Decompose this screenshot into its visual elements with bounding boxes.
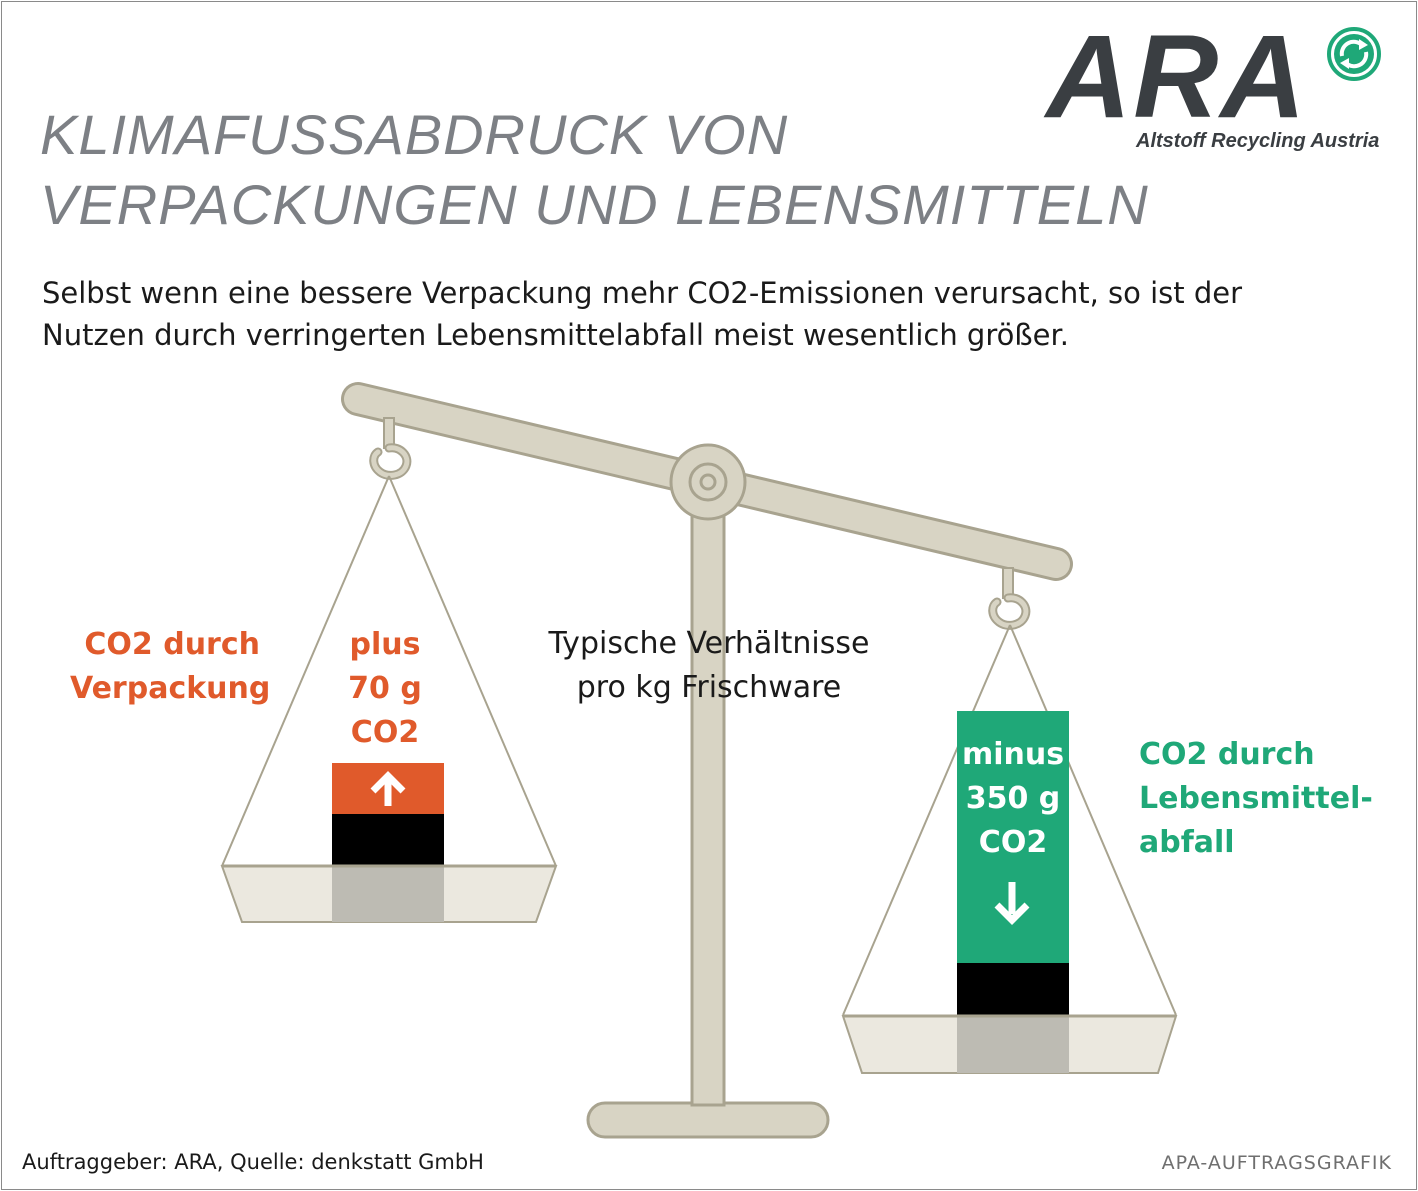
right-pan-label-line-2: Lebensmittel- [1139, 781, 1373, 816]
scale-column [690, 498, 726, 1107]
subtitle: Selbst wenn eine bessere Verpackung mehr… [42, 272, 1242, 356]
center-label-line-1: Typische Verhältnisse [548, 626, 870, 661]
ara-logo-wordmark: ARA [1046, 11, 1308, 143]
left-string-left [221, 475, 390, 867]
arrow-up-icon [370, 771, 406, 806]
center-label-line-2: pro kg Frischware [576, 670, 842, 705]
scale-base [586, 1101, 830, 1139]
left-pan-value-line-2: 70 g [348, 671, 422, 706]
ara-logo-tagline: Altstoff Recycling Austria [1136, 130, 1380, 152]
credit-note: APA-AUFTRAGSGRAFIK [1161, 1152, 1392, 1174]
right-base-bar [957, 963, 1069, 1016]
left-pan-label-line-2: Verpackung [70, 671, 271, 706]
title-line-1: KLIMAFUSSABDRUCK VON [40, 103, 789, 166]
title-line-2: VERPACKUNGEN UND LEBENSMITTELN [40, 173, 1149, 236]
left-pan [220, 864, 558, 923]
left-pan-label: CO2 durch Verpackung [70, 623, 271, 711]
subtitle-line-1: Selbst wenn eine bessere Verpackung mehr… [42, 276, 1243, 310]
right-pan-value-line-2: 350 g [965, 781, 1061, 816]
recycling-arrows-icon [1327, 27, 1381, 81]
subtitle-line-2: Nutzen durch verringerten Lebensmittelab… [42, 318, 1069, 352]
right-string-left [842, 624, 1011, 1016]
right-pan-value-line-3: CO2 [978, 825, 1048, 860]
left-base-bar [332, 814, 444, 868]
right-string-right [1009, 624, 1177, 1016]
arrow-down-icon [994, 882, 1030, 925]
right-pan-value: minus 350 g CO2 [957, 733, 1069, 865]
right-pan-label: CO2 durch Lebensmittel- abfall [1139, 733, 1373, 865]
right-hook [988, 567, 1031, 630]
center-label: Typische Verhältnisse pro kg Frischware [530, 622, 888, 710]
left-string-right [388, 475, 557, 867]
right-pan-label-line-3: abfall [1139, 825, 1235, 860]
scale-pivot [669, 443, 747, 521]
right-pan-label-line-1: CO2 durch [1139, 737, 1315, 772]
right-pan [841, 1014, 1178, 1074]
right-pan-value-line-1: minus [961, 737, 1065, 772]
left-pan-value-line-3: CO2 [350, 715, 420, 750]
source-note: Auftraggeber: ARA, Quelle: denkstatt Gmb… [22, 1150, 484, 1174]
left-pan-value: plus 70 g CO2 [332, 623, 438, 755]
left-pan-value-line-1: plus [349, 627, 421, 662]
left-hook [369, 417, 412, 480]
page-title: KLIMAFUSSABDRUCK VON VERPACKUNGEN UND LE… [40, 100, 1149, 240]
left-pan-label-line-1: CO2 durch [84, 627, 260, 662]
